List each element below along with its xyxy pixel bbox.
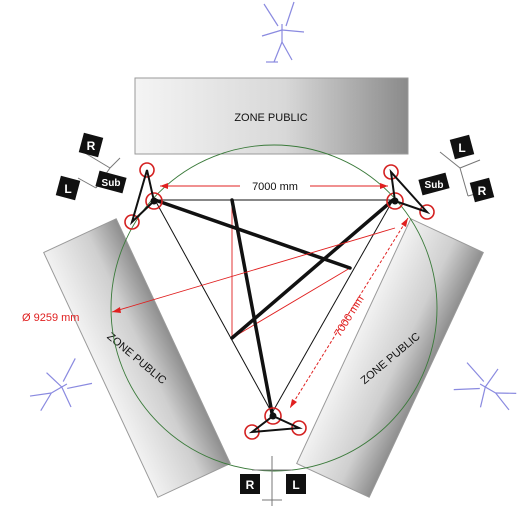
speaker-top-right-r-label: R <box>478 184 487 198</box>
speaker-bottom: R L <box>240 474 306 494</box>
speaker-top-left: R L Sub <box>55 132 127 201</box>
listener-figure-icon <box>261 1 305 63</box>
speaker-bottom-l-label: L <box>292 478 299 492</box>
zone-left: ZONE PUBLIC <box>43 218 231 498</box>
dimension-horizontal-label: 7000 mm <box>252 181 298 193</box>
speaker-top-left-sub-label: Sub <box>102 178 121 189</box>
speaker-bottom-r-label: R <box>246 478 255 492</box>
zone-right: ZONE PUBLIC <box>296 218 484 498</box>
zone-top: ZONE PUBLIC <box>134 77 409 155</box>
listener-figure-icon <box>29 358 93 411</box>
speaker-position-markers <box>124 162 435 440</box>
dimension-horizontal: 7000 mm <box>160 178 388 193</box>
speaker-top-right-sub-label: Sub <box>425 180 444 191</box>
speaker-top-left-r-label: R <box>87 139 96 153</box>
triangle-outline <box>154 199 394 414</box>
speaker-top-right: L R Sub <box>418 134 495 203</box>
speaker-hub-dots <box>150 197 399 420</box>
listener-figure-icon <box>453 362 517 411</box>
dimension-diameter-label: Ø 9259 mm <box>22 312 79 324</box>
speaker-top-left-l-label: L <box>64 182 71 196</box>
zone-top-label: ZONE PUBLIC <box>234 112 307 124</box>
reference-circle <box>110 144 438 472</box>
speaker-top-right-l-label: L <box>458 141 465 155</box>
speaker-aim-lines <box>153 198 395 415</box>
speaker-stand-links <box>130 168 431 434</box>
dimension-diameter: Ø 9259 mm <box>22 227 396 324</box>
